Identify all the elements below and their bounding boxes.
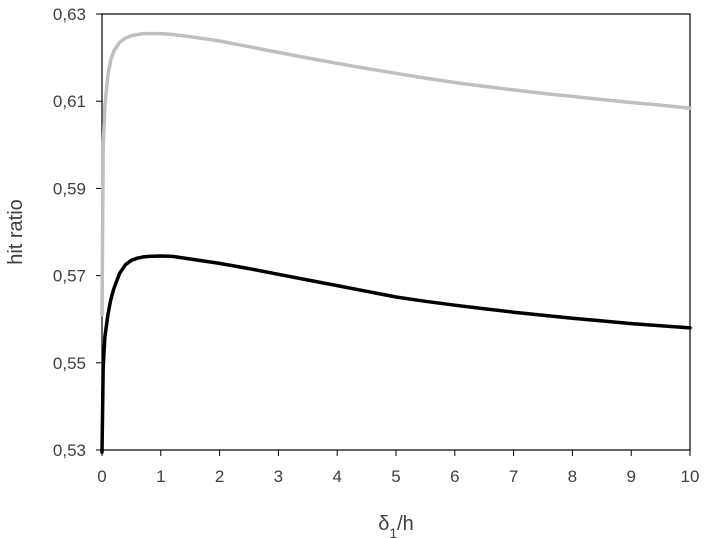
x-axis-title-sub: 1 [389,525,397,538]
x-axis-title-rest: /h [397,513,414,535]
series-line-2 [100,254,692,454]
series-group [100,31,692,454]
y-tick-label: 0,53 [53,441,86,460]
x-tick-label: 10 [681,467,700,486]
x-tick-label: 4 [332,467,341,486]
y-axis-ticks: 0,53 0,55 0,57 0,59 0,61 0,63 [53,5,102,460]
x-axis-title: δ1/h [378,513,414,538]
x-tick-label: 9 [626,467,635,486]
x-tick-label: 5 [391,467,400,486]
plot-area-frame [101,13,691,451]
x-tick-label: 1 [156,467,165,486]
x-tick-label: 6 [450,467,459,486]
x-tick-label: 2 [215,467,224,486]
y-tick-label: 0,61 [53,92,86,111]
y-tick-label: 0,63 [53,5,86,24]
x-tick-label: 7 [509,467,518,486]
y-tick-label: 0,59 [53,179,86,198]
y-axis-title: hit ratio [5,199,27,265]
series-line-1 [100,31,692,317]
x-tick-label: 3 [274,467,283,486]
x-tick-label: 8 [568,467,577,486]
x-axis-title-base: δ [378,513,389,535]
x-tick-label: 0 [97,467,106,486]
x-axis-ticks: 0 1 2 3 4 5 6 7 8 9 10 [97,450,699,486]
y-tick-label: 0,55 [53,354,86,373]
y-tick-label: 0,57 [53,267,86,286]
